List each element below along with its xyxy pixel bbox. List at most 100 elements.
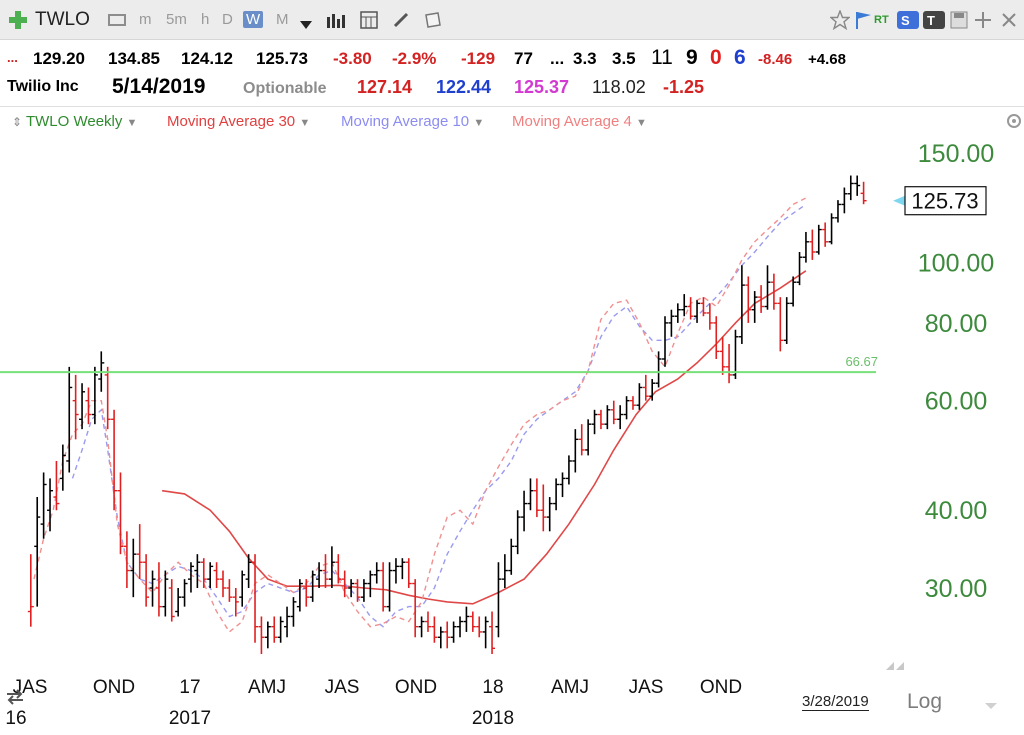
price-bar bbox=[123, 531, 130, 588]
horizontal-line-label: 66.67 bbox=[845, 354, 878, 369]
price-bar bbox=[815, 224, 822, 255]
price-bar bbox=[642, 374, 649, 401]
price-bar bbox=[200, 558, 207, 588]
price-bar bbox=[758, 285, 765, 313]
add-symbol-icon[interactable] bbox=[8, 10, 28, 30]
price-bar bbox=[309, 570, 316, 602]
x-year-label: 2018 bbox=[472, 708, 514, 729]
price-bar bbox=[258, 616, 265, 655]
price-bar bbox=[354, 579, 361, 602]
quote-p4: 118.02 bbox=[592, 77, 646, 97]
price-bar bbox=[271, 616, 278, 643]
calculator-icon[interactable] bbox=[360, 11, 378, 29]
price-bar bbox=[213, 562, 220, 588]
price-bar bbox=[335, 554, 342, 584]
price-bar bbox=[53, 460, 60, 511]
price-bar bbox=[476, 616, 483, 638]
svg-text:T: T bbox=[927, 13, 935, 28]
price-bar bbox=[264, 621, 271, 649]
price-bar bbox=[252, 554, 259, 643]
price-bar bbox=[155, 562, 162, 617]
close-icon[interactable] bbox=[1000, 11, 1018, 29]
save-icon[interactable] bbox=[950, 11, 968, 29]
price-bar bbox=[85, 387, 92, 425]
quote-row-1: ... 129.20 134.85 124.12 125.73 -3.80 -2… bbox=[0, 40, 1024, 76]
timeframe-m[interactable]: m bbox=[139, 11, 152, 28]
study-ma10[interactable]: Moving Average 10 ▼ bbox=[341, 113, 485, 130]
price-bar bbox=[662, 316, 669, 367]
price-bar bbox=[668, 309, 675, 337]
timeframe-5m[interactable]: 5m bbox=[166, 11, 187, 28]
price-bar bbox=[328, 546, 335, 588]
timeframe-month[interactable]: M bbox=[276, 11, 289, 28]
quote-n4: 6 bbox=[734, 46, 746, 69]
study-legend: ⇕ TWLO Weekly ▼ Moving Average 30 ▼ Movi… bbox=[0, 106, 1024, 134]
quote-n3: 0 bbox=[710, 46, 722, 69]
price-bar bbox=[399, 558, 406, 580]
chart-toolbar: TWLO m 5m h D W M RT S T bbox=[0, 0, 1024, 40]
price-bar bbox=[412, 579, 419, 638]
star-icon[interactable] bbox=[829, 9, 851, 31]
price-bar bbox=[482, 616, 489, 649]
bar-chart-icon[interactable] bbox=[326, 12, 346, 28]
price-bar bbox=[610, 400, 617, 425]
x-year-label: 16 bbox=[5, 708, 26, 729]
realtime-icon[interactable]: RT bbox=[874, 14, 889, 26]
price-bar bbox=[418, 616, 425, 638]
price-bar bbox=[450, 621, 457, 643]
quote-change: -3.80 bbox=[333, 49, 372, 68]
y-tick-label: 100.00 bbox=[918, 250, 994, 278]
quote-n5: -8.46 bbox=[758, 51, 793, 68]
price-bar bbox=[181, 579, 188, 607]
log-scale-toggle[interactable]: Log bbox=[907, 690, 943, 713]
x-tick-label: JAS bbox=[325, 677, 360, 698]
price-bar bbox=[149, 570, 156, 607]
quote-v3: 3.3 bbox=[573, 49, 597, 68]
price-bar bbox=[284, 606, 291, 638]
scan-icon[interactable]: S bbox=[897, 11, 919, 29]
price-bar bbox=[687, 297, 694, 320]
axis-menu-icon[interactable] bbox=[985, 696, 997, 709]
move-icon[interactable] bbox=[974, 11, 992, 29]
price-bar bbox=[770, 273, 777, 310]
price-bar bbox=[706, 303, 713, 330]
collapse-icon[interactable] bbox=[886, 657, 904, 670]
timeframe-d[interactable]: D bbox=[222, 11, 233, 28]
price-bar bbox=[694, 300, 701, 323]
price-bar bbox=[277, 616, 284, 643]
price-bar bbox=[59, 444, 66, 491]
quote-p3: 125.37 bbox=[514, 77, 570, 97]
symbol-input[interactable]: TWLO bbox=[35, 9, 90, 30]
flag-icon[interactable] bbox=[855, 10, 873, 30]
timeframe-w[interactable]: W bbox=[243, 11, 264, 28]
price-bar bbox=[636, 383, 643, 410]
price-bar bbox=[380, 562, 387, 612]
price-bar bbox=[521, 490, 528, 532]
timeframe-h[interactable]: h bbox=[201, 11, 210, 28]
link-icon[interactable] bbox=[108, 12, 126, 28]
dropdown-arrow-icon: ▼ bbox=[635, 117, 647, 129]
price-bars bbox=[27, 175, 867, 655]
chevron-down-icon[interactable] bbox=[300, 16, 312, 29]
quote-v1: -129 bbox=[461, 49, 496, 68]
price-bar bbox=[540, 484, 547, 532]
price-bar bbox=[40, 472, 47, 539]
price-bar bbox=[841, 187, 848, 214]
settings-icon[interactable] bbox=[1006, 113, 1022, 129]
price-bar bbox=[72, 374, 79, 440]
last-price-arrow-icon bbox=[893, 195, 905, 206]
notes-icon[interactable] bbox=[424, 11, 442, 29]
pencil-icon[interactable] bbox=[392, 11, 410, 29]
trade-icon[interactable]: T bbox=[923, 11, 945, 29]
study-ma30[interactable]: Moving Average 30 ▼ bbox=[167, 113, 311, 130]
quote-date: 5/14/2019 bbox=[112, 75, 206, 98]
quote-dots: ... bbox=[7, 50, 18, 65]
price-bar bbox=[559, 472, 566, 498]
price-bar bbox=[546, 497, 553, 532]
price-bar bbox=[322, 554, 329, 588]
study-twlo-weekly[interactable]: ⇕ TWLO Weekly ▼ bbox=[12, 113, 138, 130]
study-ma4[interactable]: Moving Average 4 ▼ bbox=[512, 113, 647, 130]
price-bar bbox=[629, 396, 636, 410]
swap-icon[interactable] bbox=[4, 688, 26, 706]
